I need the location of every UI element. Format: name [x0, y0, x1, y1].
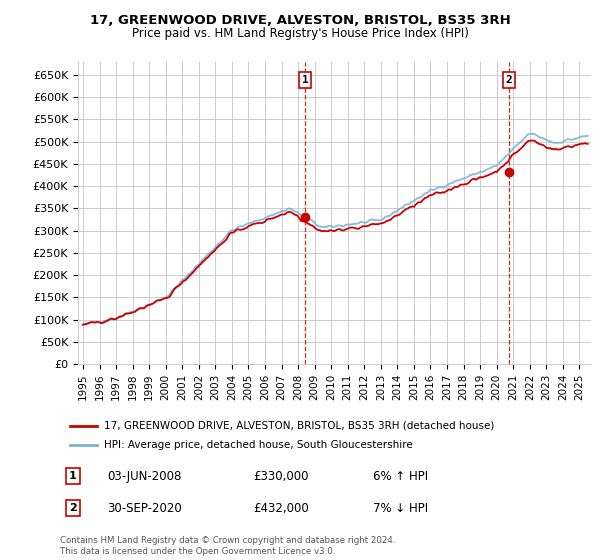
Text: 17, GREENWOOD DRIVE, ALVESTON, BRISTOL, BS35 3RH: 17, GREENWOOD DRIVE, ALVESTON, BRISTOL, …: [89, 14, 511, 27]
Text: 2: 2: [506, 75, 512, 85]
Text: 17, GREENWOOD DRIVE, ALVESTON, BRISTOL, BS35 3RH (detached house): 17, GREENWOOD DRIVE, ALVESTON, BRISTOL, …: [104, 421, 495, 431]
Text: 1: 1: [69, 471, 77, 481]
Text: £330,000: £330,000: [253, 470, 308, 483]
Text: 6% ↑ HPI: 6% ↑ HPI: [373, 470, 428, 483]
Text: HPI: Average price, detached house, South Gloucestershire: HPI: Average price, detached house, Sout…: [104, 440, 413, 450]
Text: 2: 2: [69, 503, 77, 514]
Text: 7% ↓ HPI: 7% ↓ HPI: [373, 502, 428, 515]
Text: £432,000: £432,000: [253, 502, 309, 515]
Text: 30-SEP-2020: 30-SEP-2020: [107, 502, 182, 515]
Text: Price paid vs. HM Land Registry's House Price Index (HPI): Price paid vs. HM Land Registry's House …: [131, 27, 469, 40]
Text: 1: 1: [302, 75, 308, 85]
Text: 03-JUN-2008: 03-JUN-2008: [107, 470, 181, 483]
Text: Contains HM Land Registry data © Crown copyright and database right 2024.
This d: Contains HM Land Registry data © Crown c…: [60, 536, 395, 556]
